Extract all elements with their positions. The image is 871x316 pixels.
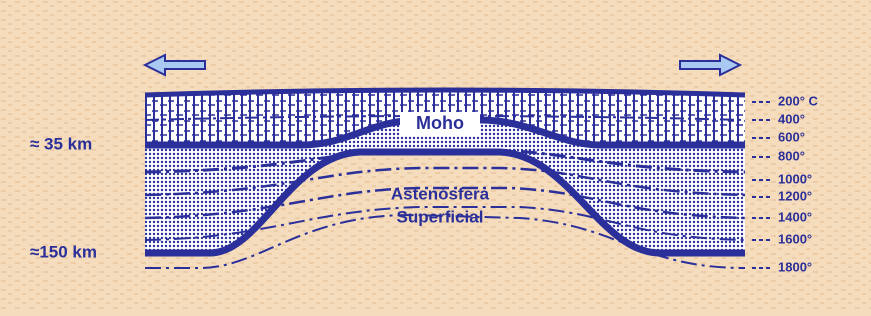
isotherm-label: 1000° <box>778 171 812 186</box>
isotherm-label: 600° <box>778 129 805 144</box>
page: Moho Astenósfera Superficial ≈ 35 km ≈15… <box>0 0 871 311</box>
depth-label: ≈ 35 km <box>30 134 92 153</box>
asthenosphere-label: Astenósfera <box>391 184 490 203</box>
moho-label: Moho <box>416 113 464 133</box>
asthenosphere-label: Superficial <box>397 207 484 226</box>
isotherm-label: 1200° <box>778 188 812 203</box>
isotherm-label: 400° <box>778 111 805 126</box>
diagram: Moho Astenósfera Superficial ≈ 35 km ≈15… <box>0 0 871 311</box>
isotherm-label: 1600° <box>778 231 812 246</box>
isotherm-label: 200° C <box>778 93 819 108</box>
isotherm-label: 800° <box>778 148 805 163</box>
depth-label: ≈150 km <box>30 242 97 261</box>
isotherm-label: 1800° <box>778 259 812 274</box>
isotherm-label: 1400° <box>778 209 812 224</box>
